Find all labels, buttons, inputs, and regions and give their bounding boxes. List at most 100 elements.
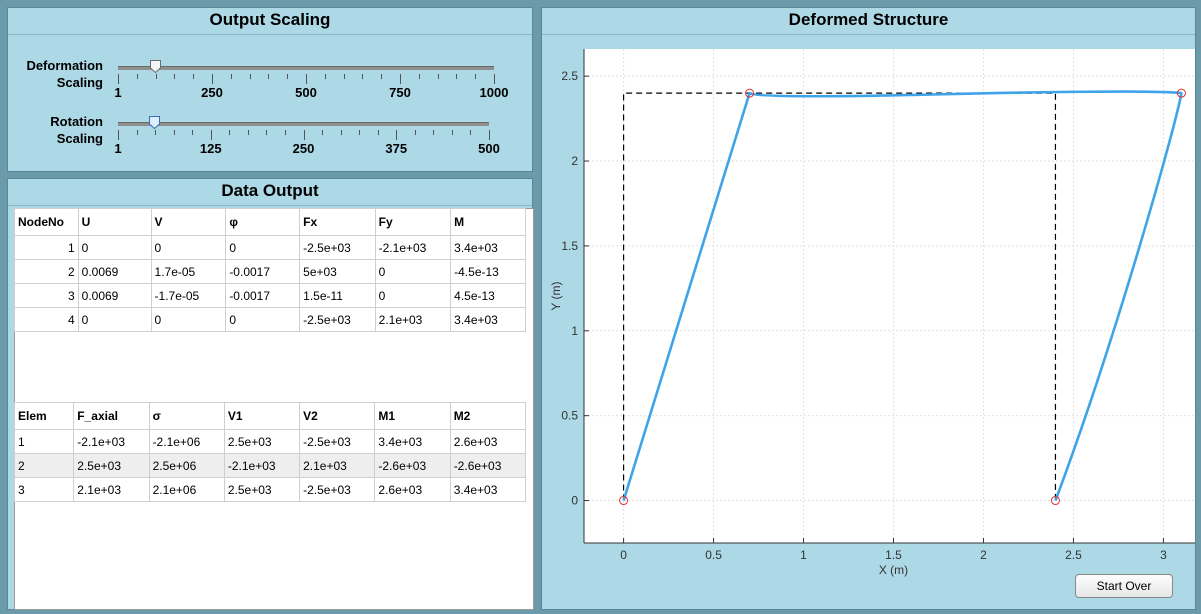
node-table-cell[interactable]: 0 — [77, 307, 152, 332]
elem-header-cell[interactable]: M2 — [449, 402, 527, 430]
node-table-row[interactable]: 3 0.0069 -1.7e-05 -0.0017 1.5e-11 0 4.5e-13 — [14, 283, 526, 308]
elem-table-cell[interactable]: 2.1e+03 — [299, 453, 376, 478]
node-table-cell[interactable]: 0 — [77, 235, 152, 260]
deformation-slider-tick — [118, 74, 119, 84]
node-table-row[interactable]: 2 0.0069 1.7e-05 -0.0017 5e+03 0 -4.5e-13 — [14, 259, 526, 284]
elem-table-cell[interactable]: 2.1e+06 — [148, 477, 225, 502]
deformation-slider-tick — [456, 74, 458, 79]
node-table-cell[interactable]: -4.5e-13 — [450, 259, 526, 284]
node-header-cell[interactable]: V — [150, 208, 227, 236]
node-header-cell[interactable]: U — [77, 208, 152, 236]
elem-header-cell[interactable]: F_axial — [73, 402, 150, 430]
elem-header-cell[interactable]: M1 — [374, 402, 451, 430]
node-header-cell[interactable]: NodeNo — [14, 208, 79, 236]
elem-table-cell[interactable]: -2.6e+03 — [449, 453, 527, 478]
elem-table-cell[interactable]: 2.5e+03 — [73, 453, 150, 478]
node-table-cell[interactable]: 5e+03 — [299, 259, 376, 284]
elem-header-cell[interactable]: Elem — [13, 402, 75, 430]
elem-table-cell[interactable]: 2.1e+03 — [73, 477, 150, 502]
elem-table-cell[interactable]: 3 — [13, 477, 75, 502]
node-table-cell[interactable]: -0.0017 — [225, 283, 301, 308]
rotation-slider-tick — [377, 130, 379, 135]
y-tick-label: 2.5 — [561, 69, 578, 83]
x-axis-label: X (m) — [879, 563, 908, 577]
node-table-cell[interactable]: 0.0069 — [77, 283, 152, 308]
deformation-slider-tick — [381, 74, 383, 79]
node-table-cell[interactable]: 2.1e+03 — [374, 307, 452, 332]
node-table-cell[interactable]: 0 — [150, 235, 227, 260]
node-table-cell[interactable]: 1.5e-11 — [299, 283, 376, 308]
node-table-cell[interactable]: 0 — [225, 235, 301, 260]
rotation-slider-tick — [451, 130, 453, 135]
elem-table-cell[interactable]: 1 — [13, 429, 75, 454]
node-table-cell[interactable]: 0 — [374, 283, 452, 308]
node-table-cell[interactable]: 3.4e+03 — [450, 307, 526, 332]
deformation-label-line1: Deformation — [26, 58, 103, 73]
node-table-cell[interactable]: -0.0017 — [225, 259, 301, 284]
deformation-slider-tick — [174, 74, 176, 79]
deformation-slider-tick-label: 1 — [114, 85, 122, 100]
elem-header-cell[interactable]: V2 — [299, 402, 376, 430]
rotation-slider-tick — [173, 130, 175, 135]
elem-table-row[interactable]: 3 2.1e+03 2.1e+06 2.5e+03 -2.5e+03 2.6e+03 3.4… — [13, 477, 527, 502]
deformation-scaling-slider[interactable]: 1 250 500 750 1000 — [114, 60, 508, 100]
elem-table-cell[interactable]: 2.5e+06 — [148, 453, 225, 478]
node-table-cell[interactable]: -2.5e+03 — [299, 307, 376, 332]
elem-table-cell[interactable]: 2.5e+03 — [223, 477, 301, 502]
elem-table-cell[interactable]: -2.6e+03 — [374, 453, 451, 478]
elem-table-row[interactable]: 2 2.5e+03 2.5e+06 -2.1e+03 2.1e+03 -2.6e+03 -2… — [13, 453, 527, 478]
rotation-slider-track[interactable] — [118, 122, 489, 126]
elem-table-cell[interactable]: -2.5e+03 — [299, 429, 376, 454]
elem-table-cell[interactable]: -2.1e+03 — [73, 429, 150, 454]
node-table-cell[interactable]: 1 — [14, 235, 79, 260]
node-table-cell[interactable]: 4 — [14, 307, 79, 332]
start-over-button[interactable]: Start Over — [1075, 574, 1173, 598]
deformation-slider-tick — [249, 74, 251, 79]
node-table-cell[interactable]: 4.5e-13 — [450, 283, 526, 308]
node-table-cell[interactable]: 0 — [150, 307, 227, 332]
rotation-slider-tick — [136, 130, 138, 135]
x-tick-label: 3 — [1160, 548, 1167, 562]
rotation-slider-tick — [359, 130, 361, 135]
node-table-cell[interactable]: 0 — [225, 307, 301, 332]
deformation-slider-track[interactable] — [118, 66, 494, 70]
deformation-label-line2: Scaling — [56, 75, 103, 90]
node-header-cell[interactable]: Fx — [299, 208, 376, 236]
x-tick-label: 1.5 — [885, 548, 902, 562]
elem-header-cell[interactable]: σ — [148, 402, 225, 430]
node-header-cell[interactable]: M — [450, 208, 526, 236]
node-table-cell[interactable]: 3 — [14, 283, 79, 308]
deformation-slider-thumb[interactable] — [150, 60, 162, 73]
node-table-cell[interactable]: 2 — [14, 259, 79, 284]
elem-table-cell[interactable]: -2.1e+06 — [148, 429, 225, 454]
rotation-scaling-slider[interactable]: 1 125 250 375 500 — [114, 116, 500, 156]
rotation-slider-thumb[interactable] — [149, 116, 161, 129]
elem-table-cell[interactable]: 2 — [13, 453, 75, 478]
elem-table-cell[interactable]: -2.1e+03 — [223, 453, 301, 478]
node-table-cell[interactable]: 1.7e-05 — [150, 259, 227, 284]
node-table-cell[interactable]: -2.5e+03 — [299, 235, 376, 260]
node-header-cell[interactable]: φ — [225, 208, 301, 236]
elem-header-cell[interactable]: V1 — [223, 402, 301, 430]
deformation-slider-tick — [437, 74, 439, 79]
node-table-cell[interactable]: 0.0069 — [77, 259, 152, 284]
elem-table-cell[interactable]: 3.4e+03 — [374, 429, 451, 454]
elem-table-cell[interactable]: 3.4e+03 — [449, 477, 527, 502]
node-table-row[interactable]: 1 0 0 0 -2.5e+03 -2.1e+03 3.4e+03 — [14, 235, 526, 260]
node-table-cell[interactable]: -1.7e-05 — [150, 283, 227, 308]
undeformed-frame-line — [622, 92, 1057, 501]
elem-table-cell[interactable]: 2.5e+03 — [223, 429, 301, 454]
node-table-cell[interactable]: -2.1e+03 — [374, 235, 452, 260]
elem-table-cell[interactable]: 2.6e+03 — [374, 477, 451, 502]
elem-table-cell[interactable]: 2.6e+03 — [449, 429, 527, 454]
node-table-cell[interactable]: 3.4e+03 — [450, 235, 526, 260]
node-header-cell[interactable]: Fy — [374, 208, 452, 236]
elem-table-cell[interactable]: -2.5e+03 — [299, 477, 376, 502]
rotation-slider-tick-label: 125 — [199, 141, 222, 156]
node-table-row[interactable]: 4 0 0 0 -2.5e+03 2.1e+03 3.4e+03 — [14, 307, 526, 332]
node-table-cell[interactable]: 0 — [374, 259, 452, 284]
deformed-structure-title: Deformed Structure — [542, 8, 1195, 35]
rotation-scaling-label: Rotation Scaling — [12, 113, 103, 147]
elem-table-row[interactable]: 1 -2.1e+03 -2.1e+06 2.5e+03 -2.5e+03 3.4e+03 2… — [13, 429, 527, 454]
